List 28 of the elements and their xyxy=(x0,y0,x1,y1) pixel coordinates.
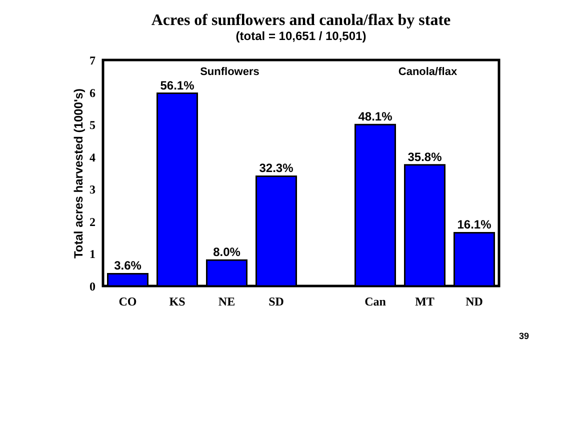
chart-title: Acres of sunflowers and canola/flax by state xyxy=(151,12,451,29)
y-tick-label: 3 xyxy=(90,182,96,197)
y-tick-label: 0 xyxy=(90,280,96,294)
x-tick-label: Can xyxy=(364,294,386,308)
annotation: Sunflowers xyxy=(200,66,260,78)
annotation: 3.6% xyxy=(114,258,142,273)
y-tick-label: 1 xyxy=(90,247,96,262)
y-tick-label: 4 xyxy=(90,150,96,164)
annotation: 56.1% xyxy=(160,78,195,92)
y-tick-label: 5 xyxy=(90,118,96,132)
annotation: Canola/flax xyxy=(398,66,458,78)
y-tick-label: 2 xyxy=(90,214,96,229)
x-tick-label: MT xyxy=(415,294,434,308)
annotation: 8.0% xyxy=(213,245,241,260)
x-tick-label: CO xyxy=(118,294,137,308)
y-axis-title: Total acres harvested (1000's) xyxy=(72,88,86,259)
text: 39 xyxy=(518,331,530,341)
y-tick-label: 6 xyxy=(90,86,96,100)
annotation: 48.1% xyxy=(358,110,393,124)
x-tick-label: NE xyxy=(218,294,236,308)
y-tick-label: 7 xyxy=(90,54,96,68)
annotation: 32.3% xyxy=(259,161,294,176)
annotation: 16.1% xyxy=(457,218,492,232)
annotation: 35.8% xyxy=(408,150,442,164)
x-tick-label: KS xyxy=(169,294,186,308)
x-tick-label: ND xyxy=(466,294,484,308)
chart-subtitle: (total = 10,651 / 10,501) xyxy=(236,29,366,43)
x-tick-label: SD xyxy=(268,294,284,308)
